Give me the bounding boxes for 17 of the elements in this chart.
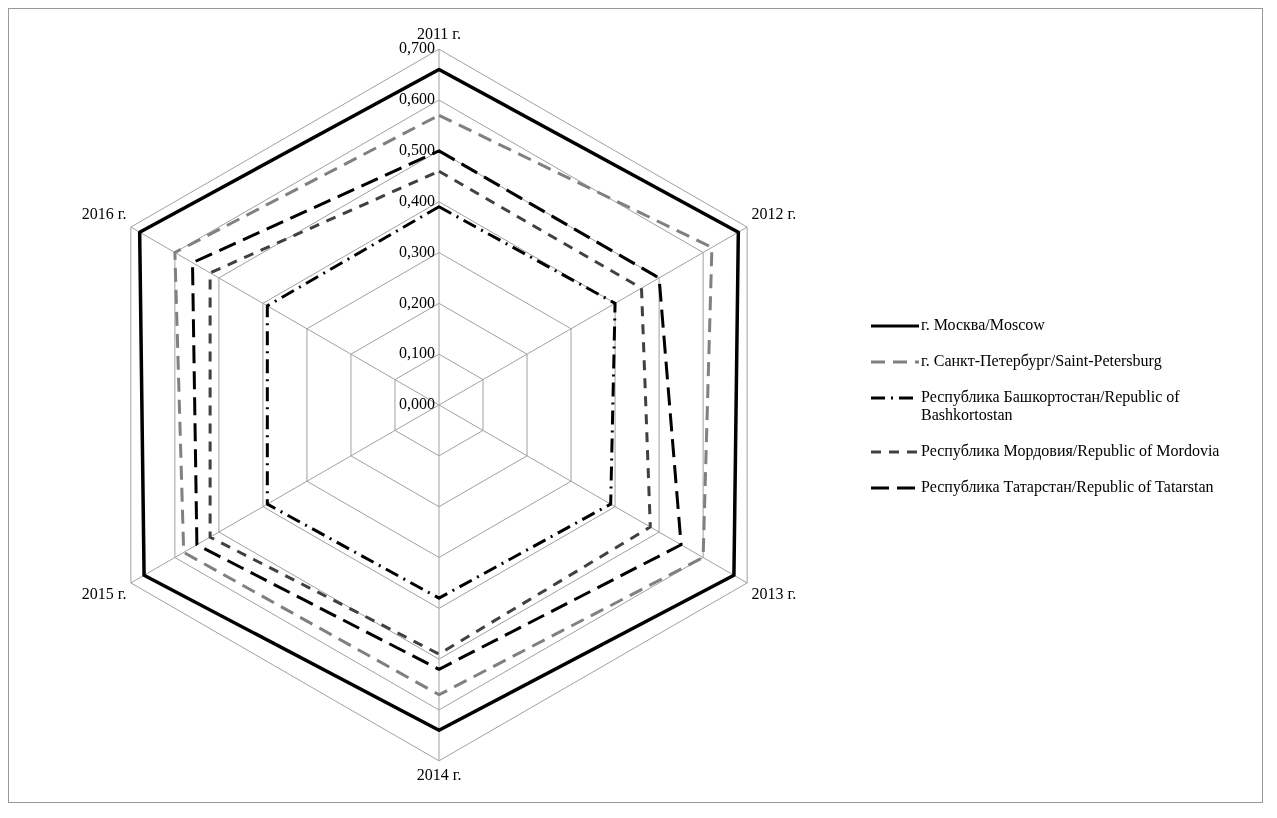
spoke-label: 2012 г. [751, 204, 797, 222]
y-tick-label: 0,300 [399, 242, 435, 260]
legend-label: г. Москва/Moscow [921, 315, 1045, 334]
y-tick-label: 0,600 [399, 89, 435, 107]
legend-label: Республика Башкортостан/Republic of Bashkortostan [921, 387, 1181, 424]
y-tick-label: 0,400 [399, 191, 435, 209]
y-tick-label: 0,100 [399, 343, 435, 361]
spoke-label: 2013 г. [751, 584, 797, 602]
legend-label: г. Санкт-Петербург/Saint-Petersburg [921, 351, 1162, 370]
spoke-label: 2014 г. [416, 765, 462, 783]
spoke-label: 2016 г. [81, 204, 127, 222]
y-tick-label: 0,200 [399, 293, 435, 311]
legend-label: Республика Татарстан/Republic of Tatarstan [921, 477, 1214, 496]
spoke-label: 2015 г. [81, 584, 127, 602]
y-tick-label: 0,000 [399, 394, 435, 412]
legend-label: Республика Мордовия/Republic of Mordovia [921, 441, 1220, 460]
y-tick-label: 0,500 [399, 140, 435, 158]
